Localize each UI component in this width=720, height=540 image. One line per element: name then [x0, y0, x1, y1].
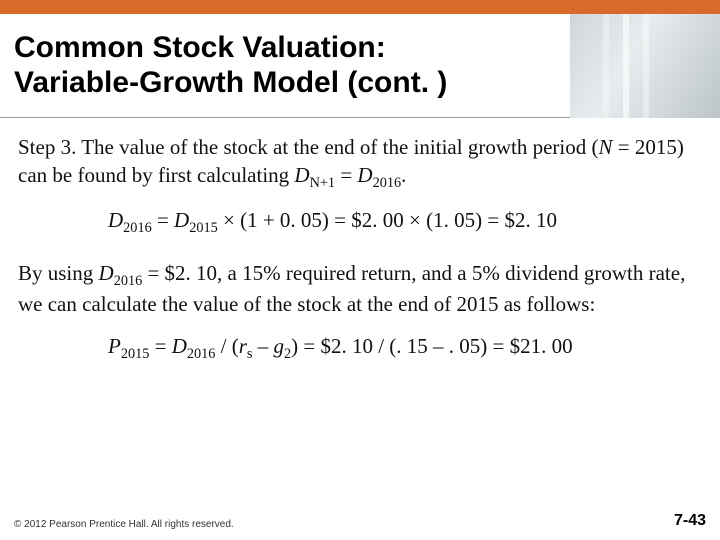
sub-2016: 2016 — [373, 175, 402, 191]
hero-image — [570, 14, 720, 118]
p2-Dsub: 2016 — [114, 273, 143, 289]
eq2-rest: ) = $2. 10 / (. 15 – . 05) = $21. 00 — [291, 334, 573, 358]
title-line2: Variable-Growth Model (cont. ) — [14, 66, 447, 99]
title-block: Common Stock Valuation: Variable-Growth … — [0, 14, 570, 117]
eq2-minus: – — [252, 334, 273, 358]
content: Step 3. The value of the stock at the en… — [0, 118, 720, 364]
var-N: N — [598, 135, 612, 159]
p1-text-a: Step 3. The value of the stock at the en… — [18, 135, 598, 159]
eq2-D: D — [172, 334, 187, 358]
eq1-rest: × (1 + 0. 05) = $2. 00 × (1. 05) = $2. 1… — [218, 208, 557, 232]
footer: © 2012 Pearson Prentice Hall. All rights… — [14, 512, 706, 530]
title-line1: Common Stock Valuation: — [14, 31, 386, 64]
eq1-D: D — [108, 208, 123, 232]
page-number: 7-43 — [674, 512, 706, 530]
eq1-D2: D — [174, 208, 189, 232]
equation-2: P2015 = D2016 / (rs – g2) = $2. 10 / (. … — [18, 333, 702, 364]
eq2-P: P — [108, 334, 121, 358]
var-D: D — [294, 163, 309, 187]
p1-eq: = — [335, 163, 357, 187]
eq1-eq: = — [152, 208, 174, 232]
accent-bar — [0, 0, 720, 14]
eq2-r: r — [239, 334, 247, 358]
header: Common Stock Valuation: Variable-Growth … — [0, 14, 720, 118]
p1-end: . — [401, 163, 406, 187]
var-D2: D — [357, 163, 372, 187]
equation-1: D2016 = D2015 × (1 + 0. 05) = $2. 00 × (… — [18, 207, 702, 238]
eq2-g: g — [273, 334, 284, 358]
copyright: © 2012 Pearson Prentice Hall. All rights… — [14, 519, 234, 530]
p2-text-a: By using — [18, 261, 99, 285]
paragraph-2: By using D2016 = $2. 10, a 15% required … — [18, 260, 702, 319]
eq2-Dsub: 2016 — [187, 346, 216, 362]
eq1-sub1: 2016 — [123, 220, 152, 236]
eq2-Psub: 2015 — [121, 346, 150, 362]
page-title: Common Stock Valuation: Variable-Growth … — [14, 31, 558, 100]
eq2-open: / ( — [215, 334, 238, 358]
eq1-sub2: 2015 — [189, 220, 218, 236]
p2-D: D — [99, 261, 114, 285]
paragraph-1: Step 3. The value of the stock at the en… — [18, 134, 702, 193]
eq2-eq: = — [149, 334, 171, 358]
sub-Np1: N+1 — [310, 175, 335, 191]
